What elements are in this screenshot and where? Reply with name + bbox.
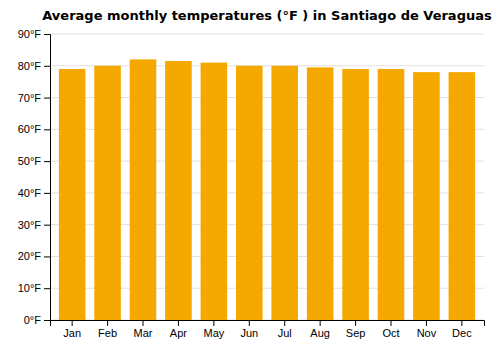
x-tick: Aug [310, 320, 330, 339]
tick-mark [426, 320, 427, 326]
tick-mark [391, 320, 392, 326]
tick-mark [44, 193, 50, 194]
tick-label: 70°F [18, 92, 42, 104]
tick-mark [44, 161, 50, 162]
bar [59, 69, 86, 320]
tick-mark [44, 34, 50, 35]
x-tick: Dec [452, 320, 472, 339]
tick-mark [44, 66, 50, 67]
bar [449, 72, 476, 320]
tick-mark [44, 129, 50, 130]
tick-label: 10°F [18, 282, 42, 294]
tick-label: Mar [134, 327, 153, 339]
y-tick: 60°F [18, 123, 50, 135]
bar [307, 67, 334, 320]
tick-label: 50°F [18, 155, 42, 167]
x-tick: Jun [240, 320, 258, 339]
tick-mark [213, 320, 214, 326]
y-tick: 40°F [18, 187, 50, 199]
tick-label: Sep [346, 327, 366, 339]
bar [413, 72, 440, 320]
tick-mark [143, 320, 144, 326]
y-tick: 80°F [18, 60, 50, 72]
tick-label: Dec [452, 327, 472, 339]
tick-label: Oct [382, 327, 399, 339]
tick-mark [249, 320, 250, 326]
tick-label: May [203, 327, 224, 339]
title: Average monthly temperatures (°F ) in Sa… [42, 8, 492, 23]
x-tick: Apr [170, 320, 187, 339]
tick-label: Jan [63, 327, 81, 339]
plot-area: Jan Feb Mar Apr May Jun Jul Aug Sep Oct Nov Dec 0°F 1… [18, 28, 485, 339]
x-tick: Sep [346, 320, 366, 339]
x-tick: Oct [382, 320, 399, 339]
tick-mark [461, 320, 462, 326]
tick-mark [44, 288, 50, 289]
y-tick: 10°F [18, 282, 50, 294]
tick-mark [107, 320, 108, 326]
tick-label: Jul [278, 327, 292, 339]
tick-mark [284, 320, 285, 326]
tick-label: 30°F [18, 219, 42, 231]
tick-mark [320, 320, 321, 326]
tick-label: 90°F [18, 28, 42, 40]
tick-label: Jun [240, 327, 258, 339]
y-tick: 70°F [18, 92, 50, 104]
tick-label: 40°F [18, 187, 42, 199]
x-tick: May [203, 320, 224, 339]
y-tick: 0°F [24, 314, 50, 326]
x-tick: Mar [134, 320, 153, 339]
x-axis: Jan Feb Mar Apr May Jun Jul Aug Sep Oct Nov Dec [51, 320, 485, 339]
bar [165, 61, 192, 320]
tick-mark [44, 320, 50, 321]
bar [201, 63, 228, 320]
tick-label: 20°F [18, 250, 42, 262]
x-tick: Jul [278, 320, 292, 339]
axis-line [44, 35, 51, 321]
bar [236, 66, 263, 320]
x-tick: Feb [98, 320, 117, 339]
bar [342, 69, 369, 320]
tick-mark [355, 320, 356, 326]
y-tick: 90°F [18, 28, 50, 40]
y-tick: 30°F [18, 219, 50, 231]
bars [59, 59, 475, 320]
tick-mark [44, 256, 50, 257]
tick-mark [72, 320, 73, 326]
bar [94, 66, 121, 320]
grid-line [50, 34, 484, 35]
bar [378, 69, 405, 320]
tick-label: 60°F [18, 123, 42, 135]
grid [50, 34, 484, 320]
chart: Jan Feb Mar Apr May Jun Jul Aug Sep Oct Nov Dec 0°F 1… [0, 0, 500, 350]
tick-label: Aug [310, 327, 330, 339]
tick-mark [44, 98, 50, 99]
bar [271, 66, 298, 320]
tick-label: Nov [417, 327, 437, 339]
axis-line [51, 321, 485, 327]
tick-label: 0°F [24, 314, 42, 326]
bar [130, 59, 157, 320]
tick-mark [178, 320, 179, 326]
x-tick: Jan [63, 320, 81, 339]
x-tick: Nov [417, 320, 437, 339]
tick-label: Apr [170, 327, 187, 339]
tick-mark [44, 225, 50, 226]
y-axis: 0°F 10°F 20°F 30°F 40°F 50°F 60°F 70°F 80°F 90°F [18, 28, 51, 326]
tick-label: 80°F [18, 60, 42, 72]
y-tick: 50°F [18, 155, 50, 167]
y-tick: 20°F [18, 250, 50, 262]
tick-label: Feb [98, 327, 117, 339]
